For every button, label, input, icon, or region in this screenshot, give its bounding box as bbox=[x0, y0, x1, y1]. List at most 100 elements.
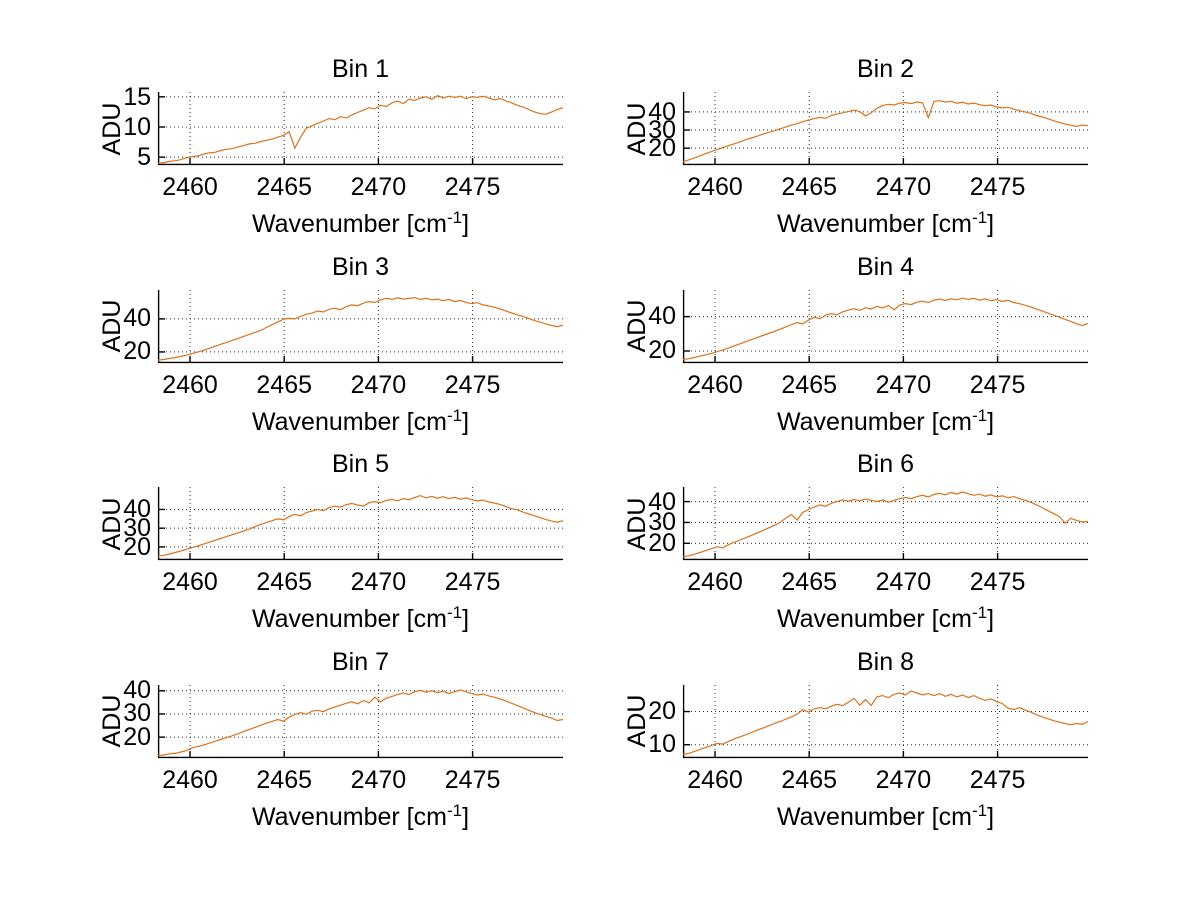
y-tick-label: 40 bbox=[648, 302, 676, 331]
x-axis-label-suffix: ] bbox=[987, 407, 995, 436]
x-tick-label: 2465 bbox=[256, 370, 313, 399]
y-tick-label: 30 bbox=[648, 508, 676, 537]
y-tick-label: 20 bbox=[123, 532, 151, 561]
x-axis-label-exponent: -1 bbox=[971, 405, 988, 425]
x-tick-label: 2475 bbox=[444, 568, 501, 596]
x-tick-label: 2470 bbox=[350, 370, 407, 399]
y-tick-label: 30 bbox=[648, 116, 676, 145]
x-tick-label: 2460 bbox=[162, 370, 218, 399]
spectrum-line bbox=[157, 494, 564, 557]
x-axis-label: Wavenumber [cm-1] bbox=[683, 405, 1088, 437]
x-axis-label-exponent: -1 bbox=[971, 208, 988, 227]
x-axis-label-exponent: -1 bbox=[446, 405, 463, 425]
y-tick-label: 30 bbox=[123, 699, 151, 728]
x-tick-label: 2465 bbox=[781, 370, 838, 399]
y-axis-label: ADU bbox=[623, 102, 651, 155]
plot-area bbox=[157, 92, 564, 166]
x-tick-label: 2470 bbox=[875, 568, 932, 596]
x-tick-label: 2475 bbox=[444, 370, 501, 399]
x-tick-label: 2475 bbox=[969, 765, 1026, 794]
x-tick-label: 2460 bbox=[687, 568, 743, 596]
y-tick-label: 40 bbox=[123, 495, 151, 524]
x-tick-label: 2470 bbox=[350, 568, 407, 596]
x-axis-label-suffix: ] bbox=[462, 802, 470, 831]
x-axis-label: Wavenumber [cm-1] bbox=[683, 208, 1088, 239]
x-axis-label: Wavenumber [cm-1] bbox=[683, 800, 1088, 832]
x-axis-label-exponent: -1 bbox=[971, 800, 988, 820]
x-axis-label: Wavenumber [cm-1] bbox=[158, 802, 563, 832]
y-axis-label: ADU bbox=[623, 497, 651, 550]
x-axis-label-text: Wavenumber [cm bbox=[251, 210, 447, 238]
plot-area bbox=[682, 92, 1089, 166]
y-axis-label: ADU bbox=[623, 694, 651, 748]
subplot-title: Bin 2 bbox=[857, 55, 914, 83]
x-tick-label: 2460 bbox=[687, 173, 743, 201]
x-axis-label-exponent: -1 bbox=[446, 603, 463, 622]
x-axis-label-suffix: ] bbox=[987, 802, 995, 831]
y-tick-label: 40 bbox=[648, 487, 676, 516]
subplot-title: Bin 6 bbox=[857, 450, 914, 478]
x-tick-label: 2470 bbox=[350, 173, 407, 201]
plot-area bbox=[682, 684, 1089, 758]
y-tick-label: 10 bbox=[648, 730, 676, 759]
subplot-title: Bin 5 bbox=[332, 450, 389, 478]
y-axis-label: ADU bbox=[98, 299, 126, 353]
spectrum-line bbox=[157, 94, 564, 164]
spectrum-line bbox=[682, 100, 1089, 163]
x-axis-label-text: Wavenumber [cm bbox=[776, 210, 972, 238]
y-tick-label: 40 bbox=[123, 676, 151, 705]
spectrum-line bbox=[682, 689, 1089, 755]
x-axis-label-text: Wavenumber [cm bbox=[251, 605, 447, 633]
x-tick-label: 2465 bbox=[781, 765, 838, 794]
x-axis-label-suffix: ] bbox=[462, 605, 470, 633]
x-tick-label: 2460 bbox=[687, 370, 743, 399]
x-axis-label-text: Wavenumber [cm bbox=[251, 407, 447, 436]
x-axis-label-suffix: ] bbox=[987, 210, 995, 238]
x-tick-label: 2475 bbox=[969, 568, 1026, 596]
x-tick-label: 2470 bbox=[875, 173, 932, 201]
x-axis-label-text: Wavenumber [cm bbox=[251, 802, 447, 831]
x-axis-label-exponent: -1 bbox=[971, 603, 988, 622]
y-tick-label: 40 bbox=[648, 97, 676, 126]
y-axis-label: ADU bbox=[98, 694, 126, 748]
x-axis-label-suffix: ] bbox=[462, 210, 470, 238]
x-tick-label: 2475 bbox=[969, 173, 1026, 201]
y-tick-label: 20 bbox=[648, 529, 676, 558]
y-axis-label: ADU bbox=[623, 299, 651, 353]
spectrum-line bbox=[157, 688, 564, 756]
x-axis-label-suffix: ] bbox=[462, 407, 470, 436]
subplot-title: Bin 1 bbox=[332, 55, 389, 83]
y-tick-label: 20 bbox=[648, 134, 676, 163]
spectrum-line bbox=[682, 491, 1089, 558]
subplot-title: Bin 3 bbox=[332, 252, 389, 281]
y-tick-label: 15 bbox=[123, 82, 151, 111]
x-tick-label: 2470 bbox=[875, 765, 932, 794]
y-tick-label: 20 bbox=[123, 337, 151, 366]
y-tick-label: 30 bbox=[123, 514, 151, 543]
y-tick-label: 10 bbox=[123, 112, 151, 141]
subplot-title: Bin 7 bbox=[332, 647, 389, 676]
y-axis-label: ADU bbox=[98, 497, 126, 550]
y-tick-label: 40 bbox=[123, 304, 151, 333]
subplot-title: Bin 4 bbox=[857, 252, 914, 281]
x-tick-label: 2470 bbox=[875, 370, 932, 399]
x-tick-label: 2475 bbox=[444, 765, 501, 794]
x-tick-label: 2465 bbox=[256, 568, 313, 596]
x-tick-label: 2460 bbox=[162, 765, 218, 794]
x-tick-label: 2460 bbox=[162, 173, 218, 201]
plot-area bbox=[682, 289, 1089, 363]
x-axis-label-exponent: -1 bbox=[446, 208, 463, 227]
y-tick-label: 20 bbox=[648, 697, 676, 726]
x-axis-label-text: Wavenumber [cm bbox=[776, 605, 972, 633]
x-tick-label: 2465 bbox=[256, 173, 313, 201]
x-axis-label-text: Wavenumber [cm bbox=[776, 802, 972, 831]
x-tick-label: 2465 bbox=[256, 765, 313, 794]
y-tick-label: 20 bbox=[123, 722, 151, 751]
y-tick-label: 20 bbox=[648, 336, 676, 365]
x-tick-label: 2460 bbox=[162, 568, 218, 596]
x-axis-label: Wavenumber [cm-1] bbox=[158, 603, 563, 634]
plot-area bbox=[157, 684, 564, 758]
x-tick-label: 2460 bbox=[687, 765, 743, 794]
y-axis-label: ADU bbox=[98, 102, 126, 155]
